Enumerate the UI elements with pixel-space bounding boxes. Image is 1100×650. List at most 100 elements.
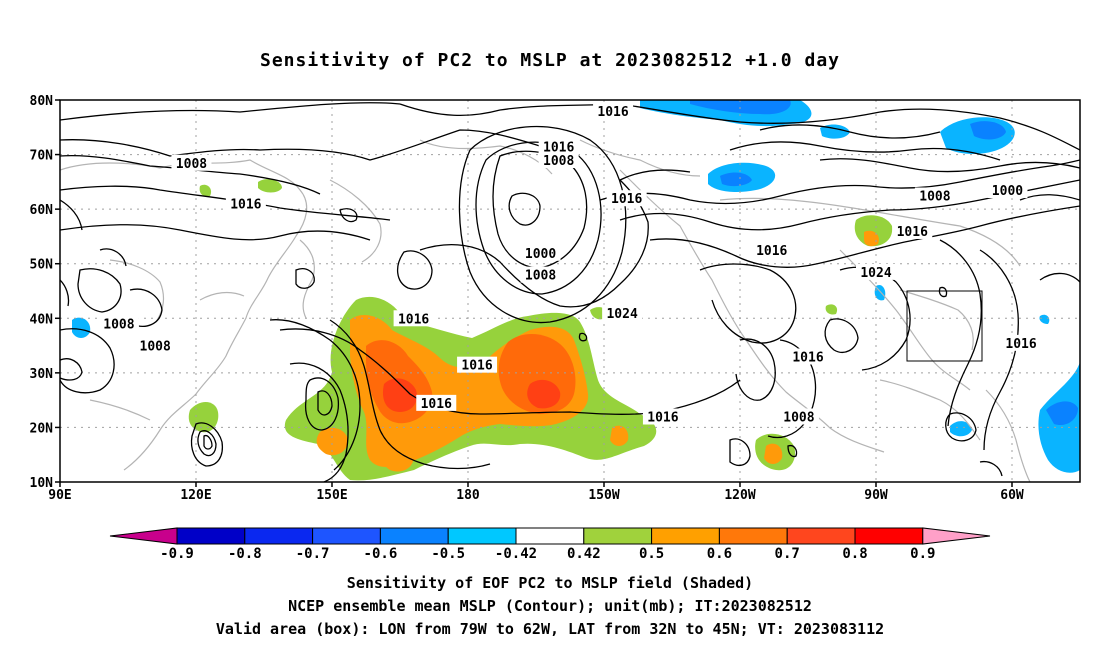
mslp-contour bbox=[60, 185, 391, 221]
contour-label: 1008 bbox=[103, 318, 134, 333]
sensitivity-region bbox=[1039, 314, 1050, 324]
coastline bbox=[899, 289, 974, 351]
colorbar-segment bbox=[515, 527, 585, 545]
contour-label-bg bbox=[416, 394, 457, 411]
contour-label: 1016 bbox=[461, 359, 492, 374]
caption-valid-area: Valid area (box): LON from 79W to 62W, L… bbox=[215, 620, 885, 638]
mslp-contour bbox=[735, 338, 776, 401]
colorbar-segment bbox=[447, 527, 517, 545]
mslp-contour bbox=[99, 248, 127, 267]
contour-label-bg bbox=[393, 310, 434, 327]
mslp-contour bbox=[938, 286, 948, 298]
coastline bbox=[419, 139, 553, 175]
contour-label-bg bbox=[1001, 334, 1042, 351]
mslp-contour bbox=[339, 208, 358, 223]
mslp-contour bbox=[60, 102, 401, 121]
contour-label: 1016 bbox=[597, 105, 628, 120]
mslp-contour bbox=[787, 444, 798, 458]
sensitivity-region bbox=[381, 441, 414, 472]
contour-label: 1016 bbox=[647, 411, 678, 426]
lat-tick-label: 10N bbox=[30, 476, 54, 491]
contour-label: 1024 bbox=[860, 266, 891, 281]
lat-tick-label: 40N bbox=[30, 312, 54, 327]
sensitivity-region bbox=[820, 124, 850, 139]
sensitivity-region bbox=[1046, 401, 1078, 426]
mslp-contour bbox=[508, 192, 541, 226]
mslp-contour bbox=[129, 288, 163, 327]
mslp-contour bbox=[599, 159, 1080, 205]
contour-label: 1008 bbox=[919, 190, 950, 205]
coastline bbox=[579, 139, 701, 177]
colorbar-label: -0.7 bbox=[296, 546, 330, 562]
colorbar-label: 0.6 bbox=[707, 546, 732, 562]
mslp-contour bbox=[729, 141, 1001, 161]
mslp-contour bbox=[699, 263, 797, 344]
colorbar-segment bbox=[244, 527, 314, 545]
lon-tick-label: 180 bbox=[456, 488, 480, 503]
contour-label-bg bbox=[778, 408, 819, 425]
lon-tick-label: 60W bbox=[1000, 488, 1024, 503]
contour-label: 1000 bbox=[992, 184, 1023, 199]
lat-tick-label: 20N bbox=[30, 421, 54, 436]
lon-tick-label: 90W bbox=[864, 488, 888, 503]
mslp-contour bbox=[458, 125, 627, 324]
contour-label-bg bbox=[538, 152, 579, 169]
contour-label: 1008 bbox=[525, 269, 556, 284]
sensitivity-region bbox=[527, 379, 561, 409]
colorbar-label: -0.9 bbox=[160, 546, 194, 562]
colorbar-segment bbox=[786, 527, 856, 545]
mslp-contour bbox=[399, 103, 1080, 151]
sensitivity-region bbox=[764, 443, 783, 464]
colorbar-label: -0.42 bbox=[495, 546, 537, 562]
colorbar-label: 0.7 bbox=[775, 546, 800, 562]
contour-label-bg bbox=[856, 263, 896, 280]
sensitivity-region bbox=[72, 317, 91, 338]
colorbar-segment bbox=[312, 527, 381, 545]
mslp-contour bbox=[197, 430, 217, 457]
sensitivity-region bbox=[720, 172, 752, 187]
mslp-contour bbox=[203, 434, 213, 450]
sensitivity-region bbox=[825, 304, 838, 315]
colorbar-label: -0.5 bbox=[431, 546, 465, 562]
mslp-contour bbox=[60, 199, 83, 231]
coastline bbox=[109, 259, 165, 323]
lat-tick-label: 30N bbox=[30, 367, 54, 382]
sensitivity-region bbox=[864, 230, 879, 247]
colorbar-segment bbox=[854, 527, 924, 545]
contour-label-bg bbox=[788, 348, 828, 365]
contour-label-bg bbox=[225, 195, 266, 212]
colorbar-segment bbox=[176, 527, 246, 545]
chart-title: Sensitivity of PC2 to MSLP at 2023082512… bbox=[259, 50, 840, 71]
contour-label-bg bbox=[892, 222, 933, 239]
lon-tick-label: 90E bbox=[48, 488, 71, 503]
mslp-contour bbox=[269, 319, 361, 471]
contour-label: 1008 bbox=[176, 157, 207, 172]
lat-tick-label: 70N bbox=[30, 149, 54, 164]
mslp-contour bbox=[824, 318, 859, 353]
mslp-contour bbox=[759, 124, 941, 139]
contour-label: 1016 bbox=[897, 225, 928, 240]
mslp-contour bbox=[329, 319, 491, 470]
lon-tick-label: 120W bbox=[724, 488, 755, 503]
contour-label: 1024 bbox=[606, 307, 637, 322]
contour-label: 1008 bbox=[783, 411, 814, 426]
mslp-contour bbox=[578, 332, 588, 342]
coastline bbox=[199, 291, 245, 301]
colorbar-label: -0.6 bbox=[364, 546, 398, 562]
mslp-contour bbox=[317, 390, 333, 416]
contour-label: 1000 bbox=[525, 247, 556, 262]
mslp-contour bbox=[419, 169, 691, 308]
mslp-contour bbox=[649, 205, 1080, 268]
contour-label-bg bbox=[520, 266, 561, 283]
caption-shaded: Sensitivity of EOF PC2 to MSLP field (Sh… bbox=[346, 574, 754, 592]
lon-tick-label: 150W bbox=[588, 488, 619, 503]
contour-label: 1016 bbox=[230, 198, 261, 213]
mslp-contour bbox=[295, 268, 315, 289]
mslp-contour bbox=[190, 422, 224, 467]
contour-label: 1008 bbox=[140, 340, 171, 355]
mslp-contour bbox=[60, 328, 115, 394]
mslp-contour bbox=[60, 279, 70, 307]
contour-label-bg bbox=[593, 102, 634, 119]
coastline bbox=[299, 239, 315, 319]
